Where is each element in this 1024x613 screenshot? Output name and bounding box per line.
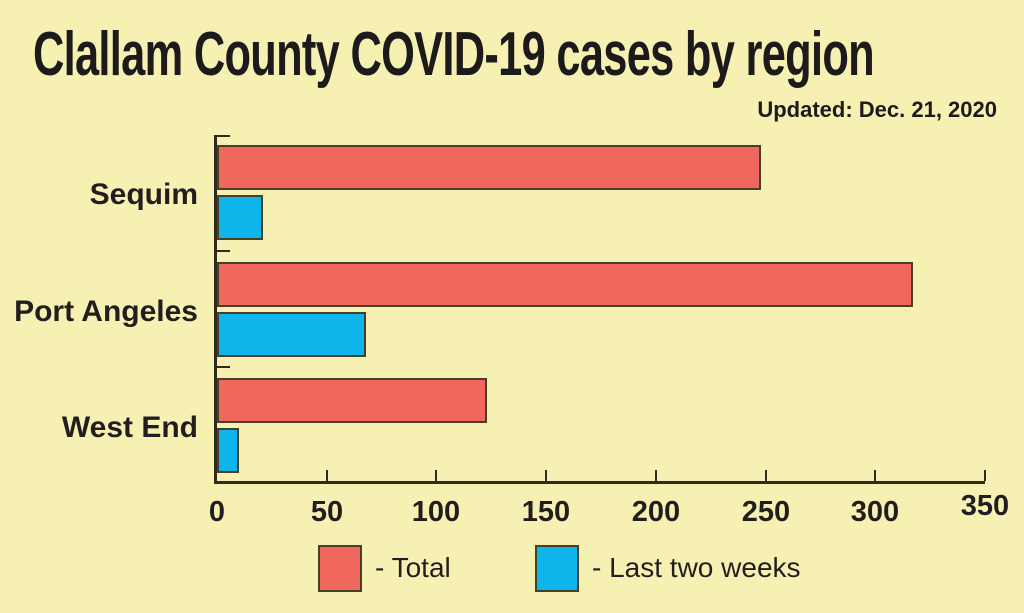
- x-axis-tick-100: [435, 470, 437, 481]
- chart-title: Clallam County COVID-19 cases by region: [33, 20, 875, 89]
- x-axis-line: [214, 481, 985, 484]
- legend-label-total: - Total: [375, 552, 451, 583]
- legend-swatch-total: [318, 545, 362, 592]
- y-axis-line: [214, 135, 217, 484]
- category-label-sequim: Sequim: [89, 178, 198, 211]
- x-tick-label-350: 350: [960, 490, 1010, 522]
- x-tick-label-100: 100: [411, 496, 461, 528]
- updated-date-label: Updated: Dec. 21, 2020: [757, 97, 997, 122]
- y-axis-tick: [217, 366, 230, 368]
- x-axis-tick-50: [326, 470, 328, 481]
- x-tick-label-300: 300: [850, 496, 900, 528]
- legend-label-last-two-weeks: - Last two weeks: [592, 552, 801, 583]
- bar-west-end-total: [217, 378, 487, 423]
- y-axis-tick: [217, 135, 230, 137]
- x-tick-label-150: 150: [521, 496, 571, 528]
- x-tick-label-0: 0: [208, 496, 226, 528]
- x-axis-tick-200: [655, 470, 657, 481]
- bar-port-angeles-total: [217, 262, 913, 307]
- category-label-port-angeles: Port Angeles: [14, 295, 198, 328]
- bar-west-end-last-two-weeks: [217, 428, 239, 473]
- x-tick-label-200: 200: [631, 496, 681, 528]
- bar-sequim-total: [217, 145, 761, 190]
- y-axis-tick: [217, 250, 230, 252]
- x-tick-label-50: 50: [310, 496, 344, 528]
- legend-swatch-last-two-weeks: [535, 545, 579, 592]
- x-tick-label-250: 250: [741, 496, 791, 528]
- x-axis-tick-150: [545, 470, 547, 481]
- category-label-west-end: West End: [61, 411, 198, 444]
- x-axis-tick-300: [874, 470, 876, 481]
- bar-sequim-last-two-weeks: [217, 195, 263, 240]
- bar-port-angeles-last-two-weeks: [217, 312, 366, 357]
- x-axis-tick-350: [984, 470, 986, 481]
- x-axis-tick-250: [765, 470, 767, 481]
